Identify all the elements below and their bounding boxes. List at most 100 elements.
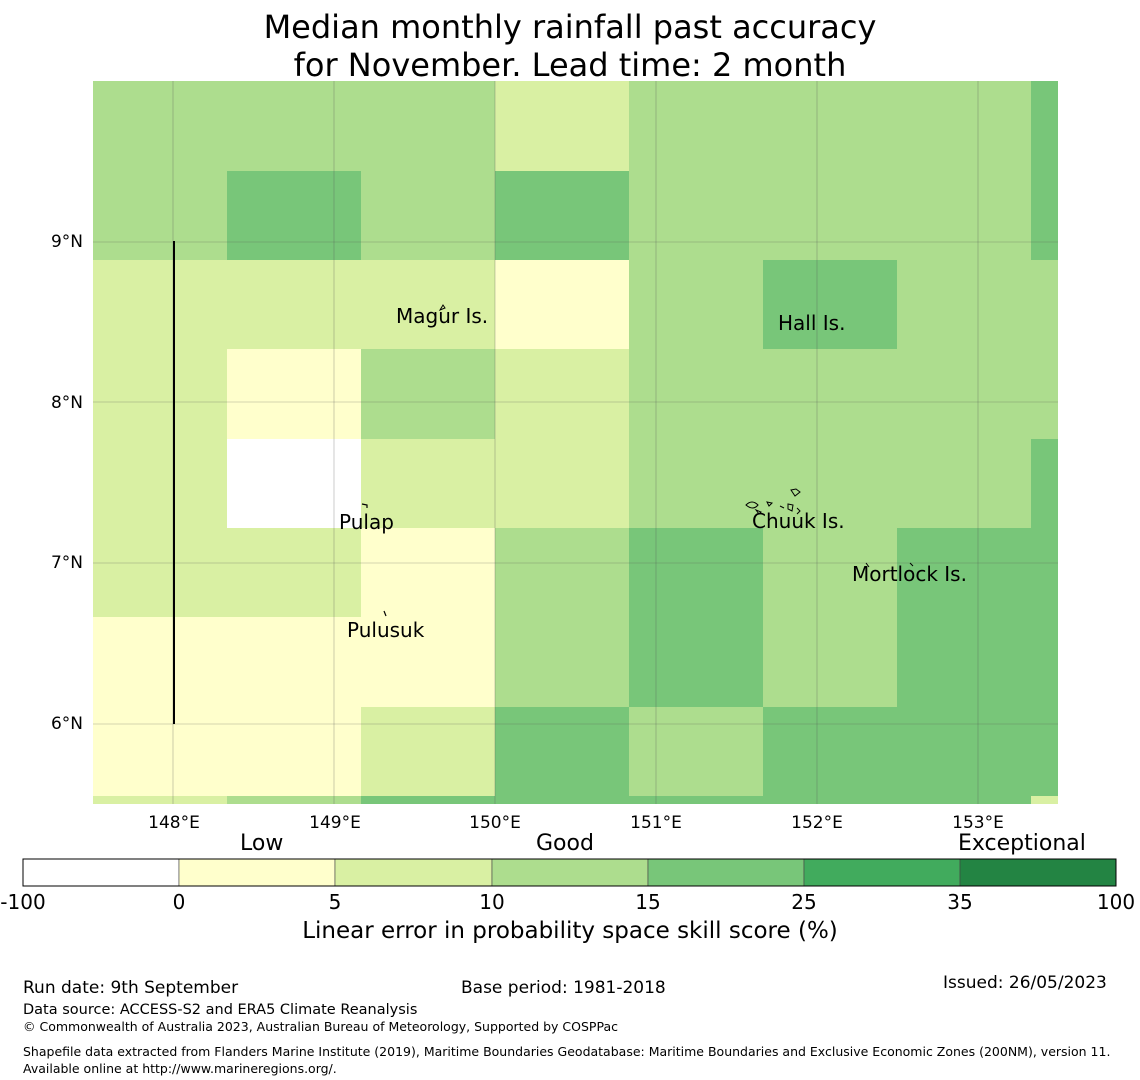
grid-cell bbox=[227, 439, 361, 528]
copyright: © Commonwealth of Australia 2023, Austra… bbox=[23, 1019, 618, 1034]
grid-cell bbox=[629, 707, 763, 796]
grid-cell bbox=[1031, 796, 1058, 804]
grid-cell bbox=[629, 439, 763, 528]
grid-cell bbox=[1031, 81, 1058, 171]
grid-cell bbox=[361, 439, 495, 528]
colorbar-segment bbox=[491, 858, 649, 887]
grid-cell bbox=[495, 707, 629, 796]
grid-cell bbox=[495, 171, 629, 260]
grid-cell bbox=[361, 707, 495, 796]
lon-tick-label: 151°E bbox=[630, 813, 682, 833]
grid-cell bbox=[361, 528, 495, 617]
grid-cell bbox=[361, 171, 495, 260]
chart-title-line2: for November. Lead time: 2 month bbox=[293, 46, 847, 84]
grid-cell bbox=[227, 171, 361, 260]
colorbar-tick: 10 bbox=[479, 890, 504, 914]
data-source: Data source: ACCESS-S2 and ERA5 Climate … bbox=[23, 1002, 418, 1018]
colorbar-tick: -100 bbox=[0, 890, 45, 914]
pulap-island-shape bbox=[361, 503, 368, 508]
lon-tick-label: 150°E bbox=[469, 813, 521, 833]
grid-cell bbox=[629, 171, 763, 260]
grid-cell bbox=[629, 349, 763, 439]
grid-cell bbox=[227, 528, 361, 617]
lon-tick-label: 153°E bbox=[952, 813, 1004, 833]
grid-cell bbox=[227, 707, 361, 796]
place-label-mortlock: Mortlock Is. bbox=[852, 562, 967, 586]
place-label-pulap: Pulap bbox=[339, 510, 394, 534]
magur-island-shape bbox=[438, 304, 446, 312]
grid-cell bbox=[93, 528, 227, 617]
colorbar-tick: 0 bbox=[173, 890, 186, 914]
grid-cell bbox=[93, 617, 227, 707]
grid-cell bbox=[93, 349, 227, 439]
grid-cell bbox=[227, 260, 361, 349]
grid-cell bbox=[897, 260, 1031, 349]
grid-cell bbox=[897, 81, 1031, 171]
colorbar-tick: 25 bbox=[791, 890, 816, 914]
skill-grid bbox=[93, 81, 1058, 804]
colorbar-border bbox=[22, 858, 1117, 887]
place-label-magur: Magur Is. bbox=[396, 304, 488, 328]
place-label-hall: Hall Is. bbox=[778, 311, 845, 335]
colorbar-category-exceptional: Exceptional bbox=[958, 831, 1086, 856]
colorbar-tick: 100 bbox=[1097, 890, 1135, 914]
colorbar-segment bbox=[647, 858, 805, 887]
lat-tick-label: 6°N bbox=[51, 714, 83, 734]
lat-tick-label: 7°N bbox=[51, 553, 83, 573]
grid-cell bbox=[1031, 171, 1058, 260]
grid-cell bbox=[361, 260, 495, 349]
longitude-tick-labels: 148°E 149°E 150°E 151°E 152°E 153°E bbox=[148, 813, 1004, 833]
colorbar bbox=[22, 858, 1117, 887]
lon-tick-label: 148°E bbox=[148, 813, 200, 833]
grid-cell bbox=[1031, 260, 1058, 349]
issued-date: Issued: 26/05/2023 bbox=[943, 973, 1107, 993]
grid-cell bbox=[1031, 617, 1058, 707]
shapefile-credit: Shapefile data extracted from Flanders M… bbox=[23, 1044, 1111, 1076]
grid-cell bbox=[361, 81, 495, 171]
grid-cell bbox=[763, 528, 897, 617]
lon-tick-label: 152°E bbox=[791, 813, 843, 833]
grid-cell bbox=[495, 349, 629, 439]
grid-cell bbox=[361, 349, 495, 439]
grid-cell bbox=[763, 171, 897, 260]
grid-cell bbox=[763, 439, 897, 528]
colorbar-category-good: Good bbox=[536, 831, 594, 856]
chart-title-line1: Median monthly rainfall past accuracy bbox=[263, 8, 877, 46]
grid-cell bbox=[93, 439, 227, 528]
grid-cell bbox=[763, 349, 897, 439]
grid-cell bbox=[763, 707, 897, 796]
run-date: Run date: 9th September bbox=[23, 978, 239, 998]
colorbar-ticks: -100 0 5 10 15 25 35 100 bbox=[0, 890, 1135, 914]
grid-cell bbox=[629, 81, 763, 171]
grid-cell bbox=[763, 796, 897, 804]
place-label-chuuk: Chuuk Is. bbox=[752, 509, 845, 533]
grid-cell bbox=[763, 81, 897, 171]
grid-cell bbox=[1031, 528, 1058, 617]
grid-cell bbox=[897, 528, 1031, 617]
grid-cell bbox=[495, 260, 629, 349]
grid-cell bbox=[1031, 439, 1058, 528]
grid-cell bbox=[93, 171, 227, 260]
colorbar-axis-label: Linear error in probability space skill … bbox=[302, 918, 838, 944]
grid-cell bbox=[93, 260, 227, 349]
grid-cell bbox=[495, 439, 629, 528]
grid-cell bbox=[93, 707, 227, 796]
grid-cell bbox=[763, 617, 897, 707]
grid-cell bbox=[629, 796, 763, 804]
grid-cell bbox=[227, 349, 361, 439]
grid-cell bbox=[361, 617, 495, 707]
mortlock-island-shape-2 bbox=[909, 562, 914, 567]
colorbar-category-low: Low bbox=[240, 831, 284, 856]
grid-cell bbox=[897, 617, 1031, 707]
colorbar-segment bbox=[178, 858, 336, 887]
grid-cell bbox=[361, 796, 495, 804]
grid-cell bbox=[897, 707, 1031, 796]
grid-cell bbox=[897, 439, 1031, 528]
grid-cell bbox=[1031, 707, 1058, 796]
grid-cell bbox=[227, 617, 361, 707]
mortlock-island-shape bbox=[865, 562, 870, 568]
grid-cell bbox=[629, 260, 763, 349]
colorbar-tick: 5 bbox=[329, 890, 342, 914]
grid-cell bbox=[897, 796, 1031, 804]
